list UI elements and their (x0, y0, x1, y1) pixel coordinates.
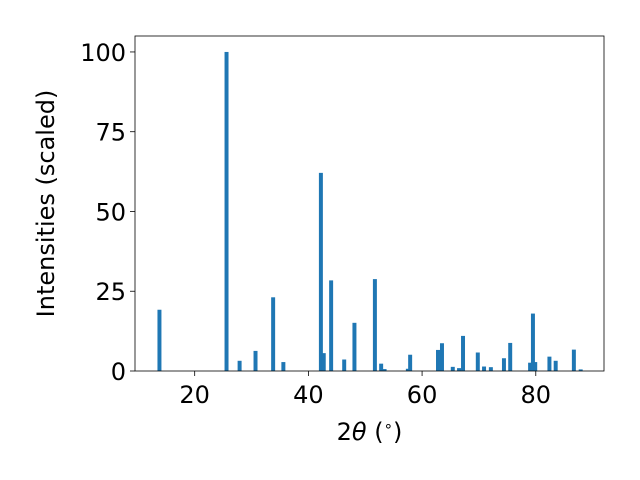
x-axis-label-prefix: 2 (337, 418, 352, 446)
bar (439, 343, 444, 371)
bar (408, 354, 413, 371)
y-tick-label: 50 (95, 198, 126, 226)
bar (571, 349, 576, 371)
bar (450, 366, 455, 371)
y-axis-ticks: 0 25 50 75 100 (80, 39, 135, 386)
bar (461, 335, 466, 371)
bar (372, 279, 377, 371)
bar (281, 362, 286, 371)
bar (352, 322, 357, 371)
x-axis-label-close: ) (393, 418, 402, 446)
y-tick-label: 75 (95, 119, 126, 147)
bars-group (157, 51, 583, 371)
y-tick-label: 0 (111, 358, 126, 386)
y-axis-label: Intensities (scaled) (32, 90, 60, 318)
x-axis-label-symbol: θ (352, 418, 367, 446)
x-tick-label: 40 (293, 381, 324, 409)
bar (405, 368, 410, 371)
bar (508, 342, 513, 371)
x-tick-label: 80 (521, 381, 552, 409)
bar (553, 360, 558, 371)
bar (578, 369, 583, 371)
bar (224, 51, 229, 371)
bar (237, 360, 242, 371)
bar (530, 313, 535, 371)
bar (321, 353, 326, 371)
bar (533, 362, 538, 371)
bar (501, 358, 506, 371)
bar (488, 367, 493, 371)
x-tick-label: 20 (179, 381, 210, 409)
y-tick-label: 25 (95, 278, 126, 306)
bar (475, 352, 480, 371)
bar (342, 359, 347, 371)
bar (436, 349, 440, 371)
bar (382, 369, 387, 371)
x-axis-ticks: 20 40 60 80 (179, 371, 551, 409)
bar (271, 297, 276, 371)
bar (318, 172, 323, 371)
bar (157, 309, 162, 371)
bar (457, 368, 462, 371)
bar (528, 362, 533, 371)
bar (379, 363, 384, 371)
x-axis-label-degree: ∘ (384, 417, 393, 435)
bar (253, 350, 258, 371)
x-axis-label: 2θ (∘) (337, 417, 403, 446)
bar (482, 366, 487, 371)
y-tick-label: 100 (80, 39, 126, 67)
bar (547, 356, 552, 371)
x-tick-label: 60 (407, 381, 438, 409)
bar (329, 280, 334, 371)
plot-frame (134, 35, 605, 372)
x-axis-label-open: ( (367, 418, 384, 446)
